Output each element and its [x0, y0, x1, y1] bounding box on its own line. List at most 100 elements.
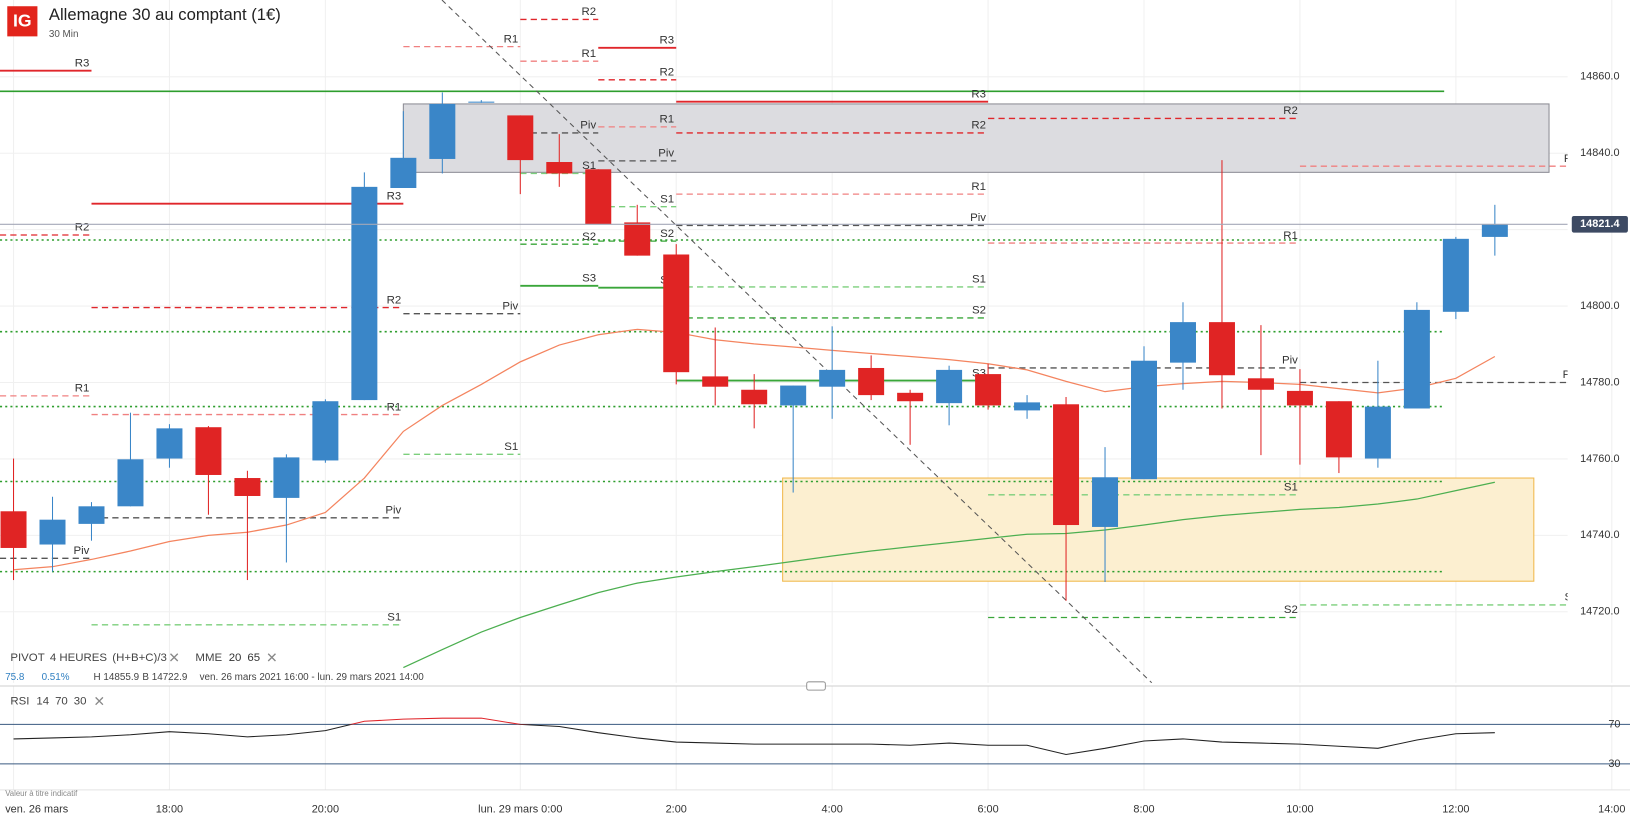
y-tick-label: 14800.0 [1580, 300, 1619, 312]
pivot-label: Piv [74, 545, 90, 557]
candle-body [624, 222, 651, 256]
pivot-label: S1 [660, 193, 674, 205]
pivot-label: R1 [971, 181, 986, 193]
candle-body [1364, 406, 1391, 459]
resize-handle[interactable] [806, 681, 826, 691]
x-tick-label: ven. 26 mars [5, 804, 69, 816]
y-tick-label: 14860.0 [1580, 71, 1619, 83]
x-tick-label: 18:00 [156, 804, 183, 816]
candle-body [0, 511, 27, 548]
logo: IG [13, 10, 32, 30]
pivot-label: S2 [972, 305, 986, 317]
pivot-label: R1 [1283, 230, 1298, 242]
y-tick-label: 30 [1608, 758, 1620, 770]
remove-indicator[interactable] [170, 653, 179, 662]
pivot-label: Piv [1563, 369, 1579, 381]
pivot-label: S1 [972, 274, 986, 286]
pivot-label: R1 [1564, 153, 1579, 165]
remove-indicator[interactable] [267, 653, 276, 662]
y-tick-label: 14840.0 [1580, 147, 1619, 159]
candle-body [195, 427, 222, 475]
ema-line [403, 481, 1495, 669]
candle-body [39, 519, 66, 545]
x-tick-label: 12:00 [1442, 804, 1469, 816]
pivot-label: R2 [971, 120, 986, 132]
stat: B 14722.9 [142, 672, 187, 683]
plot-area: R3 R2 R1 Piv R3 R2 R1 Piv S1 R1 Piv S1 R2 R1 Piv S1 S2 S3… [0, 0, 1579, 683]
zone [782, 477, 1535, 582]
candle-body [663, 254, 690, 373]
candle-body [936, 369, 963, 404]
candle-body [312, 401, 339, 461]
pivot-label: Piv [658, 148, 674, 160]
x-tick-label: 8:00 [1133, 804, 1154, 816]
pivot-label: S2 [582, 231, 596, 243]
rsi-param: 14 [36, 696, 49, 708]
candle-body [390, 157, 417, 189]
candle-body [741, 389, 768, 405]
candle-body [1169, 322, 1196, 363]
ema-line [13, 328, 1496, 571]
pivot-label: R2 [387, 294, 402, 306]
pivot-label: R1 [660, 114, 675, 126]
interval: 30 Min [49, 29, 79, 40]
zone [402, 103, 1550, 173]
pivot-label: S1 [1565, 592, 1579, 604]
rsi-name: RSI [10, 696, 29, 708]
y-tick-label: 14720.0 [1580, 606, 1619, 618]
y-tick-label: 14780.0 [1580, 376, 1619, 388]
pivot-label: Piv [1282, 355, 1298, 367]
stat: 75.8 [5, 672, 25, 683]
candle-body [585, 169, 612, 225]
pivot-label: R2 [75, 222, 90, 234]
candle-body [1092, 477, 1119, 527]
pivot-label: R1 [582, 48, 597, 60]
y-tick-label: 70 [1608, 718, 1620, 730]
pivot-label: R2 [660, 67, 675, 79]
candle-body [1247, 378, 1274, 390]
stat: 0.51% [42, 672, 70, 683]
logo-box [7, 6, 38, 37]
candle-body [702, 376, 729, 387]
rsi-param: 70 [55, 696, 68, 708]
x-tick-label: 20:00 [312, 804, 339, 816]
pivot-label: R3 [971, 88, 986, 100]
date-range: ven. 26 mars 2021 16:00 - lun. 29 mars 2… [200, 672, 425, 683]
candle-body [819, 369, 846, 387]
pivot-label: S3 [582, 273, 596, 285]
candle-body [1481, 224, 1508, 237]
pivot-label: S1 [387, 612, 401, 624]
candle-body [273, 457, 300, 498]
candle-body [117, 459, 144, 507]
rsi-param: 30 [74, 696, 87, 708]
pivot-name: PIVOT [10, 652, 44, 664]
stat: H 14855.9 [94, 672, 140, 683]
candle-body [780, 385, 807, 406]
candle-body [1014, 402, 1041, 411]
candle-body [975, 374, 1002, 406]
pivot-label: R2 [1283, 105, 1298, 117]
pivot-label: S2 [1284, 604, 1298, 616]
candle-body [1286, 390, 1313, 406]
pivot-label: S2 [660, 228, 674, 240]
pivot-label: Piv [580, 120, 596, 132]
y-tick-label: 14740.0 [1580, 529, 1619, 541]
x-tick-label: lun. 29 mars 0:00 [478, 804, 562, 816]
candle-body [1403, 309, 1430, 409]
ema-legend: 65 [247, 652, 260, 664]
candle-body [78, 506, 105, 524]
candle-body [1053, 404, 1080, 526]
last-price-box [1571, 215, 1628, 233]
pivot-label: Piv [502, 300, 518, 312]
candle-body [858, 367, 885, 396]
pivot-label: R1 [504, 33, 519, 45]
trendline [441, 0, 1153, 683]
pivot-label: S3 [972, 367, 986, 379]
candle-body [507, 115, 534, 161]
candle-body [468, 101, 495, 103]
pivot-period: 4 HEURES [50, 652, 108, 664]
ema-legend: 20 [229, 652, 242, 664]
remove-indicator[interactable] [95, 696, 104, 706]
